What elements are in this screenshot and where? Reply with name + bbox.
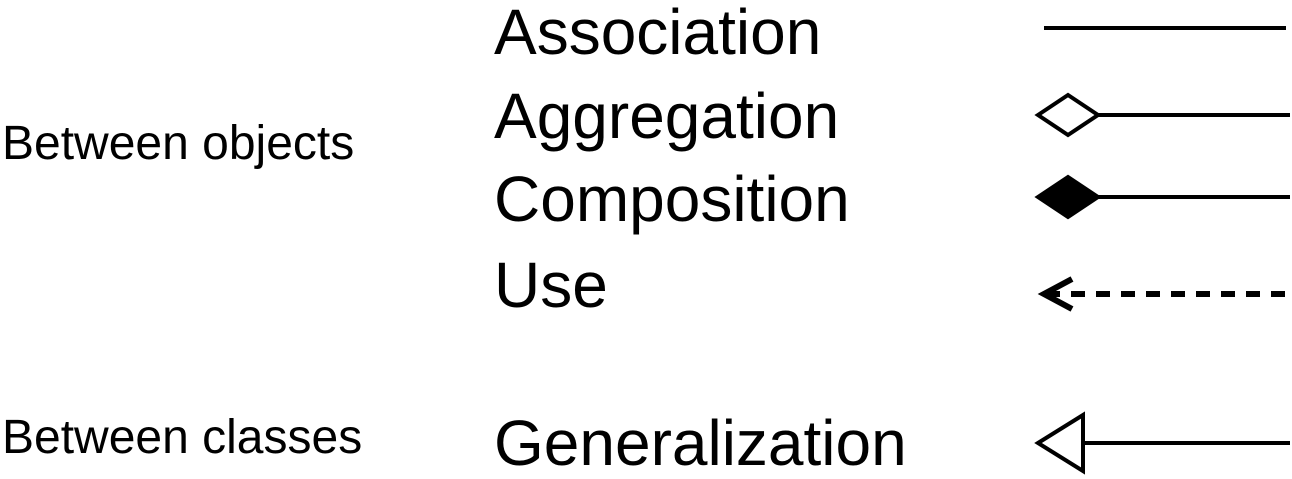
hollow-triangle-arrow-icon [1034,411,1290,475]
solid-line-icon [1044,26,1286,30]
relationship-name-composition: Composition [494,163,850,235]
relationship-name-generalization: Generalization [494,407,907,479]
relationship-name-use: Use [494,249,608,321]
relationship-name-aggregation: Aggregation [494,80,840,152]
group-label-between-objects: Between objects [2,117,355,170]
dashed-arrow-icon [1037,276,1290,312]
hollow-diamond-line-icon [1034,92,1290,138]
filled-diamond-line-icon [1034,174,1290,220]
group-label-between-classes: Between classes [2,411,363,464]
relationship-name-association: Association [494,0,822,68]
